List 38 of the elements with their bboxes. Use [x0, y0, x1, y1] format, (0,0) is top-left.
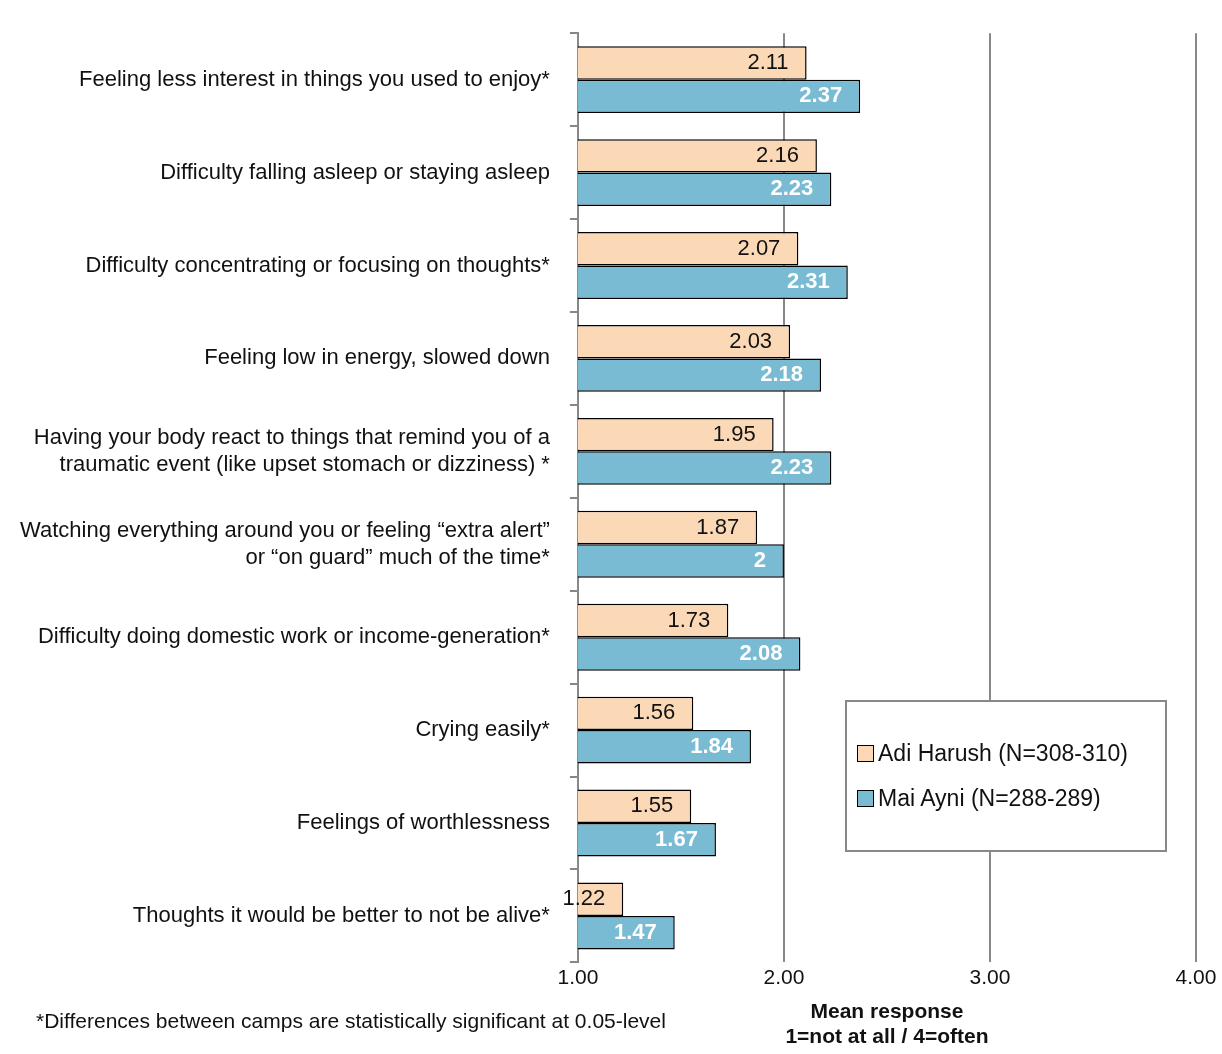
y-tick-label: Watching everything around you or feeling “extra alert” or “on guard” much of the time* — [20, 517, 551, 569]
y-tick-label: Having your body react to things that remind you of a traumatic event (like upset stomach or dizziness) * — [33, 424, 551, 476]
y-tick-label: Feeling low in energy, slowed down — [204, 344, 550, 370]
data-label: 1.95 — [712, 420, 756, 446]
y-tick-label: Thoughts it would be better to not be alive* — [132, 902, 551, 927]
data-label: 2.23 — [770, 175, 814, 201]
data-label: 2 — [753, 547, 766, 573]
data-label: 2.03 — [729, 327, 773, 353]
data-label: 2.11 — [747, 49, 789, 74]
data-label: 2.08 — [739, 639, 783, 665]
x-tick-label: 4.00 — [1175, 964, 1217, 988]
y-tick-label: Difficulty falling asleep or staying asleep — [160, 158, 550, 184]
data-label: 1.22 — [562, 885, 606, 911]
y-tick-label: Feelings of worthlessness — [296, 809, 550, 835]
y-tick-label: Feeling less interest in things you used to enjoy* — [79, 65, 551, 91]
data-label: 2.16 — [756, 141, 799, 167]
data-label: 1.56 — [632, 699, 676, 725]
data-label: 1.84 — [690, 732, 734, 758]
data-label: 2.07 — [737, 234, 781, 260]
y-tick-label: Crying easily* — [415, 716, 551, 742]
legend-label: Mai Ayni (N=288-289) — [878, 785, 1101, 812]
data-label: 2.31 — [786, 268, 830, 294]
text: *Differences between camps are statistically significant at 0.05-level — [36, 1008, 667, 1034]
x-tick-label: 3.00 — [969, 964, 1011, 988]
data-label: 1.55 — [630, 792, 674, 818]
x-axis-title: Mean response 1=not at all / 4=often — [785, 999, 989, 1048]
data-label: 1.73 — [667, 606, 711, 632]
data-label: 1.47 — [613, 918, 657, 944]
data-label: 2.18 — [760, 361, 804, 387]
x-tick-label: 2.00 — [763, 964, 805, 988]
legend-label: Adi Harush (N=308-310) — [878, 740, 1128, 767]
x-tick-label: 1.00 — [557, 964, 599, 988]
data-label: 1.87 — [696, 513, 740, 539]
y-tick-label: Difficulty doing domestic work or income-generation* — [37, 623, 551, 649]
data-label: 2.37 — [799, 82, 843, 108]
data-label: 2.23 — [770, 454, 814, 480]
y-tick-label: Difficulty concentrating or focusing on thoughts* — [85, 251, 551, 277]
data-label: 1.67 — [655, 825, 698, 851]
